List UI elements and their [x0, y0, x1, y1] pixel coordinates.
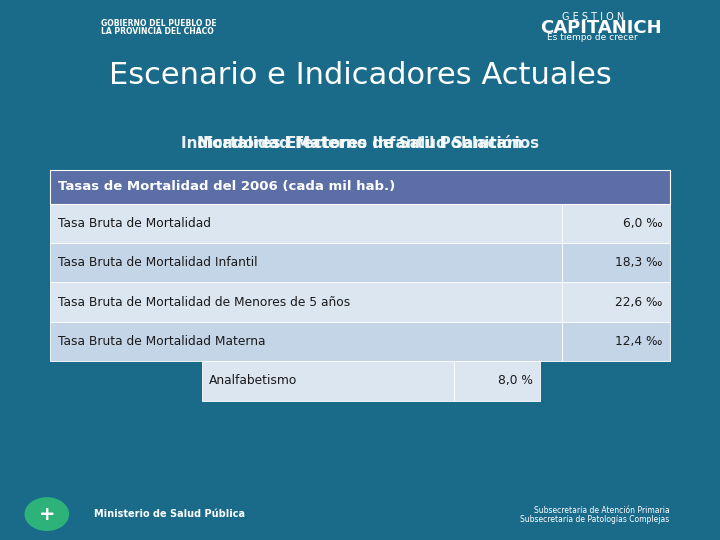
FancyBboxPatch shape [562, 243, 670, 282]
Text: 18,3 ‰: 18,3 ‰ [615, 256, 662, 269]
Text: Mortalidad Materno Infantil Población: Mortalidad Materno Infantil Población [197, 136, 523, 151]
FancyBboxPatch shape [454, 361, 540, 401]
Text: Tasa Bruta de Mortalidad Materna: Tasa Bruta de Mortalidad Materna [58, 335, 265, 348]
Text: Tasas de Mortalidad del 2006 (cada mil hab.): Tasas de Mortalidad del 2006 (cada mil h… [58, 180, 395, 193]
Text: Escenario e Indicadores Actuales: Escenario e Indicadores Actuales [109, 61, 611, 90]
Text: LA PROVINCIA DEL CHACO: LA PROVINCIA DEL CHACO [101, 27, 214, 36]
Text: 6,0 ‰: 6,0 ‰ [623, 217, 662, 230]
Text: Analfabetismo: Analfabetismo [209, 374, 297, 388]
FancyBboxPatch shape [562, 282, 670, 322]
Text: Subsecretaría de Atención Primaria: Subsecretaría de Atención Primaria [534, 506, 670, 515]
FancyBboxPatch shape [562, 204, 670, 243]
FancyBboxPatch shape [50, 243, 562, 282]
Text: 12,4 ‰: 12,4 ‰ [615, 335, 662, 348]
FancyBboxPatch shape [562, 322, 670, 361]
FancyBboxPatch shape [50, 322, 562, 361]
FancyBboxPatch shape [50, 282, 562, 322]
Text: Tasa Bruta de Mortalidad: Tasa Bruta de Mortalidad [58, 217, 210, 230]
FancyBboxPatch shape [50, 170, 670, 204]
Text: G E S T I O N: G E S T I O N [562, 12, 624, 22]
Circle shape [25, 498, 68, 530]
Text: 22,6 ‰: 22,6 ‰ [615, 295, 662, 309]
Text: CAPITANICH: CAPITANICH [540, 19, 662, 37]
Text: Indicadores Efectores de Salud Sanitarios: Indicadores Efectores de Salud Sanitario… [181, 136, 539, 151]
Text: Subsecretaría de Patologías Complejas: Subsecretaría de Patologías Complejas [521, 515, 670, 524]
Text: +: + [39, 504, 55, 524]
FancyBboxPatch shape [50, 204, 562, 243]
Text: Tasa Bruta de Mortalidad de Menores de 5 años: Tasa Bruta de Mortalidad de Menores de 5… [58, 295, 350, 309]
Text: Ministerio de Salud Pública: Ministerio de Salud Pública [94, 509, 245, 519]
Text: Es tiempo de crecer: Es tiempo de crecer [547, 33, 638, 42]
FancyBboxPatch shape [202, 361, 454, 401]
Text: GOBIERNO DEL PUEBLO DE: GOBIERNO DEL PUEBLO DE [101, 19, 217, 28]
Text: 8,0 %: 8,0 % [498, 374, 533, 388]
Text: Tasa Bruta de Mortalidad Infantil: Tasa Bruta de Mortalidad Infantil [58, 256, 257, 269]
